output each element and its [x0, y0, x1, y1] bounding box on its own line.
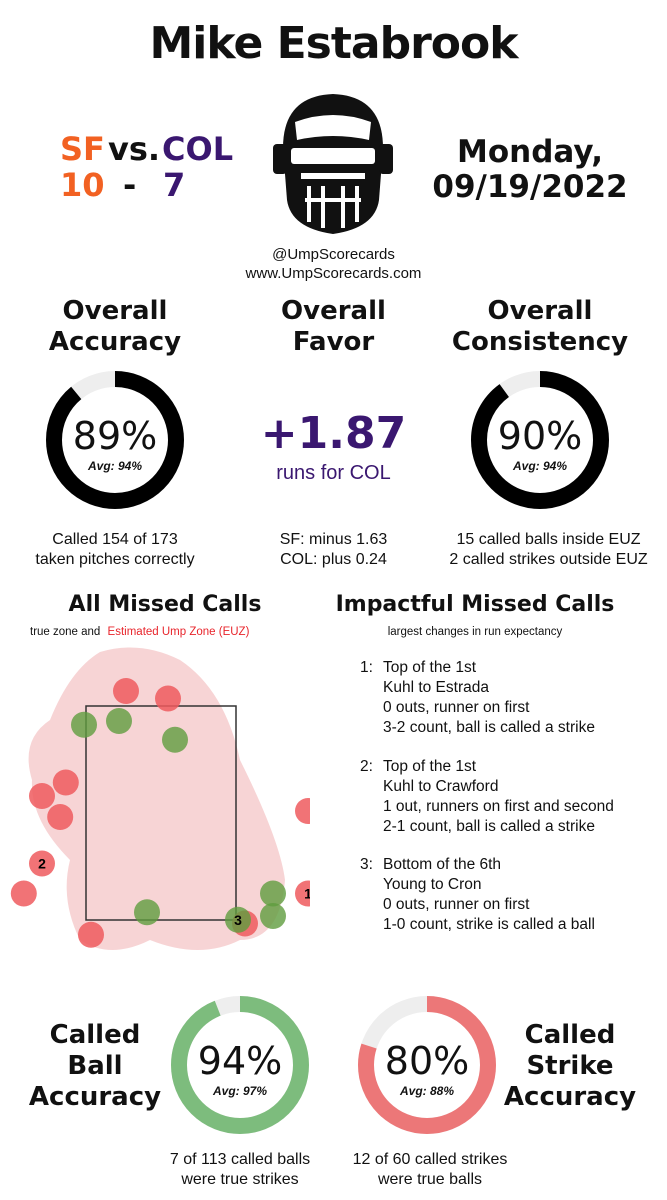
- strike-accuracy-value: 80%: [384, 1039, 470, 1083]
- call-inning: Bottom of the 6th: [383, 856, 502, 873]
- impactful-call-3: 3: Bottom of the 6th Young to Cron 0 out…: [360, 855, 660, 935]
- missed-ball-marker: [295, 798, 310, 824]
- legend-prefix: true zone and: [30, 626, 101, 638]
- missed-calls-legend: true zone and Estimated Ump Zone (EUZ): [30, 626, 249, 638]
- favor-title-1: Overall: [281, 296, 386, 326]
- missed-strike-marker: [71, 711, 97, 738]
- favor-caption-2: COL: plus 0.24: [280, 551, 387, 568]
- missed-strike-marker: [134, 899, 160, 926]
- ball-accuracy-value: 94%: [197, 1039, 283, 1083]
- call-outcome: 3-2 count, ball is called a strike: [383, 719, 595, 736]
- ball-accuracy-avg: Avg: 97%: [212, 1084, 268, 1098]
- score-dash: -: [123, 166, 137, 204]
- missed-calls-plot: 2 1 3: [10, 647, 310, 950]
- call-inning: Top of the 1st: [383, 758, 477, 775]
- ball-acc-title-2: Ball: [67, 1051, 123, 1081]
- call-outcome: 2-1 count, ball is called a strike: [383, 818, 595, 835]
- accuracy-title-1: Overall: [62, 296, 168, 326]
- missed-call-label: 3: [234, 912, 242, 928]
- impactful-call-1: 1: Top of the 1st Kuhl to Estrada 0 outs…: [360, 658, 660, 738]
- legend-euz: Estimated Ump Zone (EUZ): [107, 626, 250, 638]
- call-outcome: 1-0 count, strike is called a ball: [383, 916, 595, 933]
- strike-acc-title-2: Strike: [526, 1051, 614, 1081]
- strike-acc-title-1: Called: [524, 1020, 616, 1050]
- consistency-caption-1: 15 called balls inside EUZ: [456, 531, 641, 548]
- accuracy-title-2: Accuracy: [48, 327, 182, 357]
- consistency-value: 90%: [497, 414, 583, 458]
- strike-acc-title-3: Accuracy: [503, 1082, 637, 1112]
- impactful-title: Impactful Missed Calls: [335, 592, 615, 617]
- favor-value: +1.87: [260, 408, 407, 459]
- consistency-ring: [471, 371, 609, 509]
- missed-ball-marker: [295, 880, 310, 907]
- missed-ball-marker: [52, 769, 79, 796]
- umpire-name: Mike Estabrook: [149, 18, 519, 69]
- ball-acc-caption-2: were true strikes: [181, 1171, 299, 1188]
- accuracy-avg: Avg: 94%: [87, 459, 143, 473]
- game-day: Monday,: [457, 134, 603, 170]
- missed-strike-marker: [106, 708, 132, 734]
- missed-ball-marker: [155, 685, 181, 712]
- favor-caption-1: SF: minus 1.63: [279, 531, 388, 548]
- missed-call-label: 2: [38, 856, 46, 872]
- call-situation: 0 outs, runner on first: [383, 896, 530, 913]
- strike-acc-caption-1: 12 of 60 called strikes: [352, 1151, 508, 1168]
- consistency-title-1: Overall: [487, 296, 593, 326]
- call-inning: Top of the 1st: [383, 659, 477, 676]
- missed-strike-marker: [225, 906, 251, 933]
- missed-calls-title: All Missed Calls: [68, 592, 262, 617]
- home-score: 7: [163, 166, 186, 204]
- missed-strike-marker: [260, 880, 286, 907]
- call-matchup: Kuhl to Estrada: [383, 679, 489, 696]
- impactful-subtitle: largest changes in run expectancy: [387, 626, 563, 638]
- missed-call-label: 1: [304, 886, 310, 902]
- missed-ball-marker: [78, 921, 104, 948]
- favor-title-2: Favor: [292, 327, 375, 357]
- website-link[interactable]: www.UmpScorecards.com: [245, 265, 422, 282]
- vs-label: vs.: [108, 130, 161, 168]
- accuracy-caption-2: taken pitches correctly: [35, 551, 195, 568]
- call-situation: 0 outs, runner on first: [383, 699, 530, 716]
- impactful-call-2: 2: Top of the 1st Kuhl to Crawford 1 out…: [360, 757, 660, 837]
- home-team: COL: [162, 130, 234, 168]
- umpire-mask-icon: [273, 94, 393, 234]
- strike-acc-caption-2: were true balls: [377, 1171, 483, 1188]
- call-situation: 1 out, runners on first and second: [383, 798, 614, 815]
- accuracy-value: 89%: [72, 414, 158, 458]
- ball-acc-title-3: Accuracy: [28, 1082, 162, 1112]
- missed-ball-marker: [29, 783, 55, 809]
- twitter-handle: @UmpScorecards: [272, 246, 395, 263]
- ball-accuracy-ring: [171, 996, 309, 1134]
- game-date: 09/19/2022: [432, 169, 628, 205]
- consistency-avg: Avg: 94%: [512, 459, 568, 473]
- missed-strike-marker: [162, 726, 188, 753]
- missed-ball-marker: [47, 804, 74, 830]
- favor-unit: runs for COL: [276, 462, 391, 484]
- missed-ball-marker: [29, 850, 55, 877]
- missed-strike-marker: [260, 903, 286, 929]
- consistency-title-2: Consistency: [451, 327, 629, 357]
- call-number: 2:: [360, 758, 373, 775]
- call-number: 3:: [360, 856, 373, 873]
- missed-ball-marker: [10, 880, 37, 907]
- strike-accuracy-ring: [358, 996, 496, 1134]
- strike-accuracy-avg: Avg: 88%: [399, 1084, 455, 1098]
- call-matchup: Young to Cron: [383, 876, 482, 893]
- away-score: 10: [60, 166, 105, 204]
- ball-acc-title-1: Called: [49, 1020, 141, 1050]
- accuracy-ring: [46, 371, 184, 509]
- missed-ball-marker: [113, 678, 139, 704]
- ball-acc-caption-1: 7 of 113 called balls: [169, 1151, 311, 1168]
- call-matchup: Kuhl to Crawford: [383, 778, 499, 795]
- consistency-caption-2: 2 called strikes outside EUZ: [449, 551, 648, 568]
- accuracy-caption-1: Called 154 of 173: [52, 531, 178, 548]
- away-team: SF: [60, 130, 105, 168]
- call-number: 1:: [360, 659, 373, 676]
